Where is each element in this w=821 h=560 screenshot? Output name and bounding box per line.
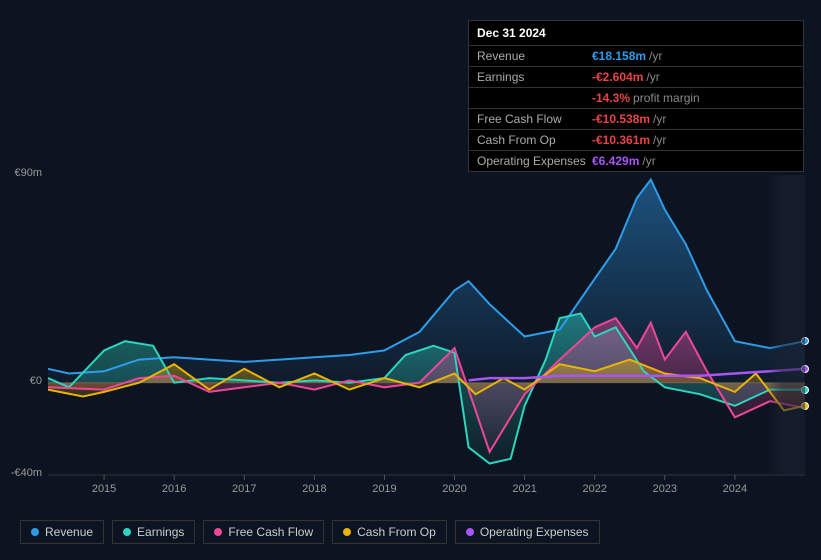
tooltip-date: Dec 31 2024: [469, 21, 803, 46]
series-end-marker: [801, 365, 809, 373]
series-end-marker: [801, 402, 809, 410]
tooltip-suffix: /yr: [646, 70, 659, 84]
tooltip-label: Free Cash Flow: [477, 112, 592, 126]
legend-item-earnings[interactable]: Earnings: [112, 520, 195, 544]
legend-label: Earnings: [137, 525, 184, 539]
x-tick-label: 2020: [442, 483, 466, 495]
tooltip-suffix: /yr: [642, 154, 655, 168]
tooltip-row: Revenue€18.158m/yr: [469, 46, 803, 67]
tooltip-value: €18.158m: [592, 49, 646, 63]
tooltip-row: Cash From Op-€10.361m/yr: [469, 130, 803, 151]
legend-item-revenue[interactable]: Revenue: [20, 520, 104, 544]
legend-dot-icon: [31, 528, 39, 536]
tooltip-label: Revenue: [477, 49, 592, 63]
legend-dot-icon: [343, 528, 351, 536]
x-tick-label: 2017: [232, 483, 256, 495]
tooltip-value: -€10.361m: [592, 133, 650, 147]
tooltip-suffix: /yr: [653, 112, 666, 126]
tooltip-rows: Revenue€18.158m/yrEarnings-€2.604m/yr-14…: [469, 46, 803, 171]
series-end-marker: [801, 386, 809, 394]
legend-item-opex[interactable]: Operating Expenses: [455, 520, 600, 544]
legend-label: Cash From Op: [357, 525, 436, 539]
tooltip-label: Operating Expenses: [477, 154, 592, 168]
tooltip-row: Operating Expenses€6.429m/yr: [469, 151, 803, 171]
x-tick-label: 2016: [162, 483, 186, 495]
tooltip-value: -14.3%: [592, 91, 630, 105]
x-tick-label: 2022: [582, 483, 606, 495]
tooltip-label: Earnings: [477, 70, 592, 84]
x-tick-label: 2019: [372, 483, 396, 495]
legend-dot-icon: [123, 528, 131, 536]
tooltip-value: -€10.538m: [592, 112, 650, 126]
tooltip-label: Cash From Op: [477, 133, 592, 147]
legend-item-cfo[interactable]: Cash From Op: [332, 520, 447, 544]
chart-legend: Revenue Earnings Free Cash Flow Cash From O…: [20, 520, 600, 544]
x-tick-label: 2015: [92, 483, 116, 495]
legend-label: Operating Expenses: [480, 525, 589, 539]
x-tick-label: 2023: [653, 483, 677, 495]
tooltip-suffix: profit margin: [633, 91, 700, 105]
legend-label: Free Cash Flow: [228, 525, 313, 539]
y-tick-label: €0: [0, 375, 42, 387]
legend-label: Revenue: [45, 525, 93, 539]
series-end-marker: [801, 337, 809, 345]
tooltip-suffix: /yr: [653, 133, 666, 147]
y-tick-label: -€40m: [0, 467, 42, 479]
chart-tooltip: Dec 31 2024 Revenue€18.158m/yrEarnings-€…: [468, 20, 804, 172]
tooltip-suffix: /yr: [649, 49, 662, 63]
tooltip-row: -14.3%profit margin: [469, 88, 803, 109]
tooltip-label: [477, 91, 592, 105]
x-tick-label: 2018: [302, 483, 326, 495]
legend-dot-icon: [466, 528, 474, 536]
legend-dot-icon: [214, 528, 222, 536]
tooltip-row: Earnings-€2.604m/yr: [469, 67, 803, 88]
tooltip-value: €6.429m: [592, 154, 639, 168]
tooltip-row: Free Cash Flow-€10.538m/yr: [469, 109, 803, 130]
x-tick-label: 2021: [512, 483, 536, 495]
tooltip-value: -€2.604m: [592, 70, 643, 84]
y-tick-label: €90m: [0, 167, 42, 179]
legend-item-fcf[interactable]: Free Cash Flow: [203, 520, 324, 544]
x-tick-label: 2024: [723, 483, 747, 495]
